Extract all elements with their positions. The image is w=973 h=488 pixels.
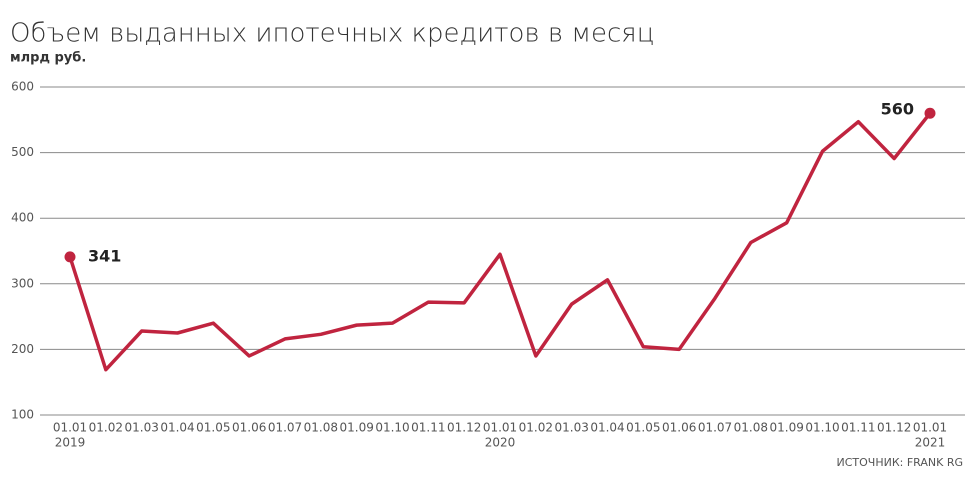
chart-title: Объем выданных ипотечных кредитов в меся… <box>10 19 654 49</box>
x-tick-label: 01.05 <box>626 421 660 435</box>
x-tick-label: 01.10 <box>375 421 409 435</box>
x-tick-label: 01.01 <box>53 421 87 435</box>
x-tick-label: 01.09 <box>769 421 803 435</box>
chart-subtitle: млрд руб. <box>10 51 86 66</box>
x-tick-label: 01.11 <box>411 421 445 435</box>
end-point <box>924 107 936 119</box>
x-year-label: 2019 <box>55 436 86 450</box>
x-tick-label: 01.07 <box>268 421 302 435</box>
x-tick-label: 01.07 <box>698 421 732 435</box>
y-tick-label: 500 <box>11 145 34 159</box>
x-tick-label: 01.05 <box>196 421 230 435</box>
y-tick-label: 400 <box>11 211 34 225</box>
x-tick-label: 01.03 <box>554 421 588 435</box>
x-tick-label: 01.02 <box>519 421 553 435</box>
x-tick-label: 01.04 <box>160 421 194 435</box>
x-tick-label: 01.01 <box>913 421 947 435</box>
y-tick-label: 600 <box>11 80 34 94</box>
y-tick-label: 200 <box>11 342 34 356</box>
x-tick-label: 01.08 <box>734 421 768 435</box>
y-tick-label: 300 <box>11 276 34 290</box>
x-tick-label: 01.12 <box>877 421 911 435</box>
x-tick-label: 01.01 <box>483 421 517 435</box>
x-tick-label: 01.06 <box>662 421 696 435</box>
x-year-label: 2021 <box>915 436 946 450</box>
x-year-label: 2020 <box>485 436 516 450</box>
x-tick-label: 01.02 <box>89 421 123 435</box>
y-tick-label: 100 <box>11 408 34 422</box>
x-tick-label: 01.11 <box>841 421 875 435</box>
x-tick-label: 01.08 <box>304 421 338 435</box>
x-tick-label: 01.09 <box>339 421 373 435</box>
source: ИСТОЧНИК: FRANK RG <box>837 456 964 469</box>
value-label: 341 <box>88 246 121 265</box>
end-point <box>64 251 76 263</box>
x-tick-label: 01.03 <box>124 421 158 435</box>
x-tick-label: 01.06 <box>232 421 266 435</box>
x-tick-label: 01.10 <box>805 421 839 435</box>
x-tick-label: 01.04 <box>590 421 624 435</box>
x-tick-label: 01.12 <box>447 421 481 435</box>
line <box>68 112 932 372</box>
value-label: 560 <box>881 100 914 119</box>
